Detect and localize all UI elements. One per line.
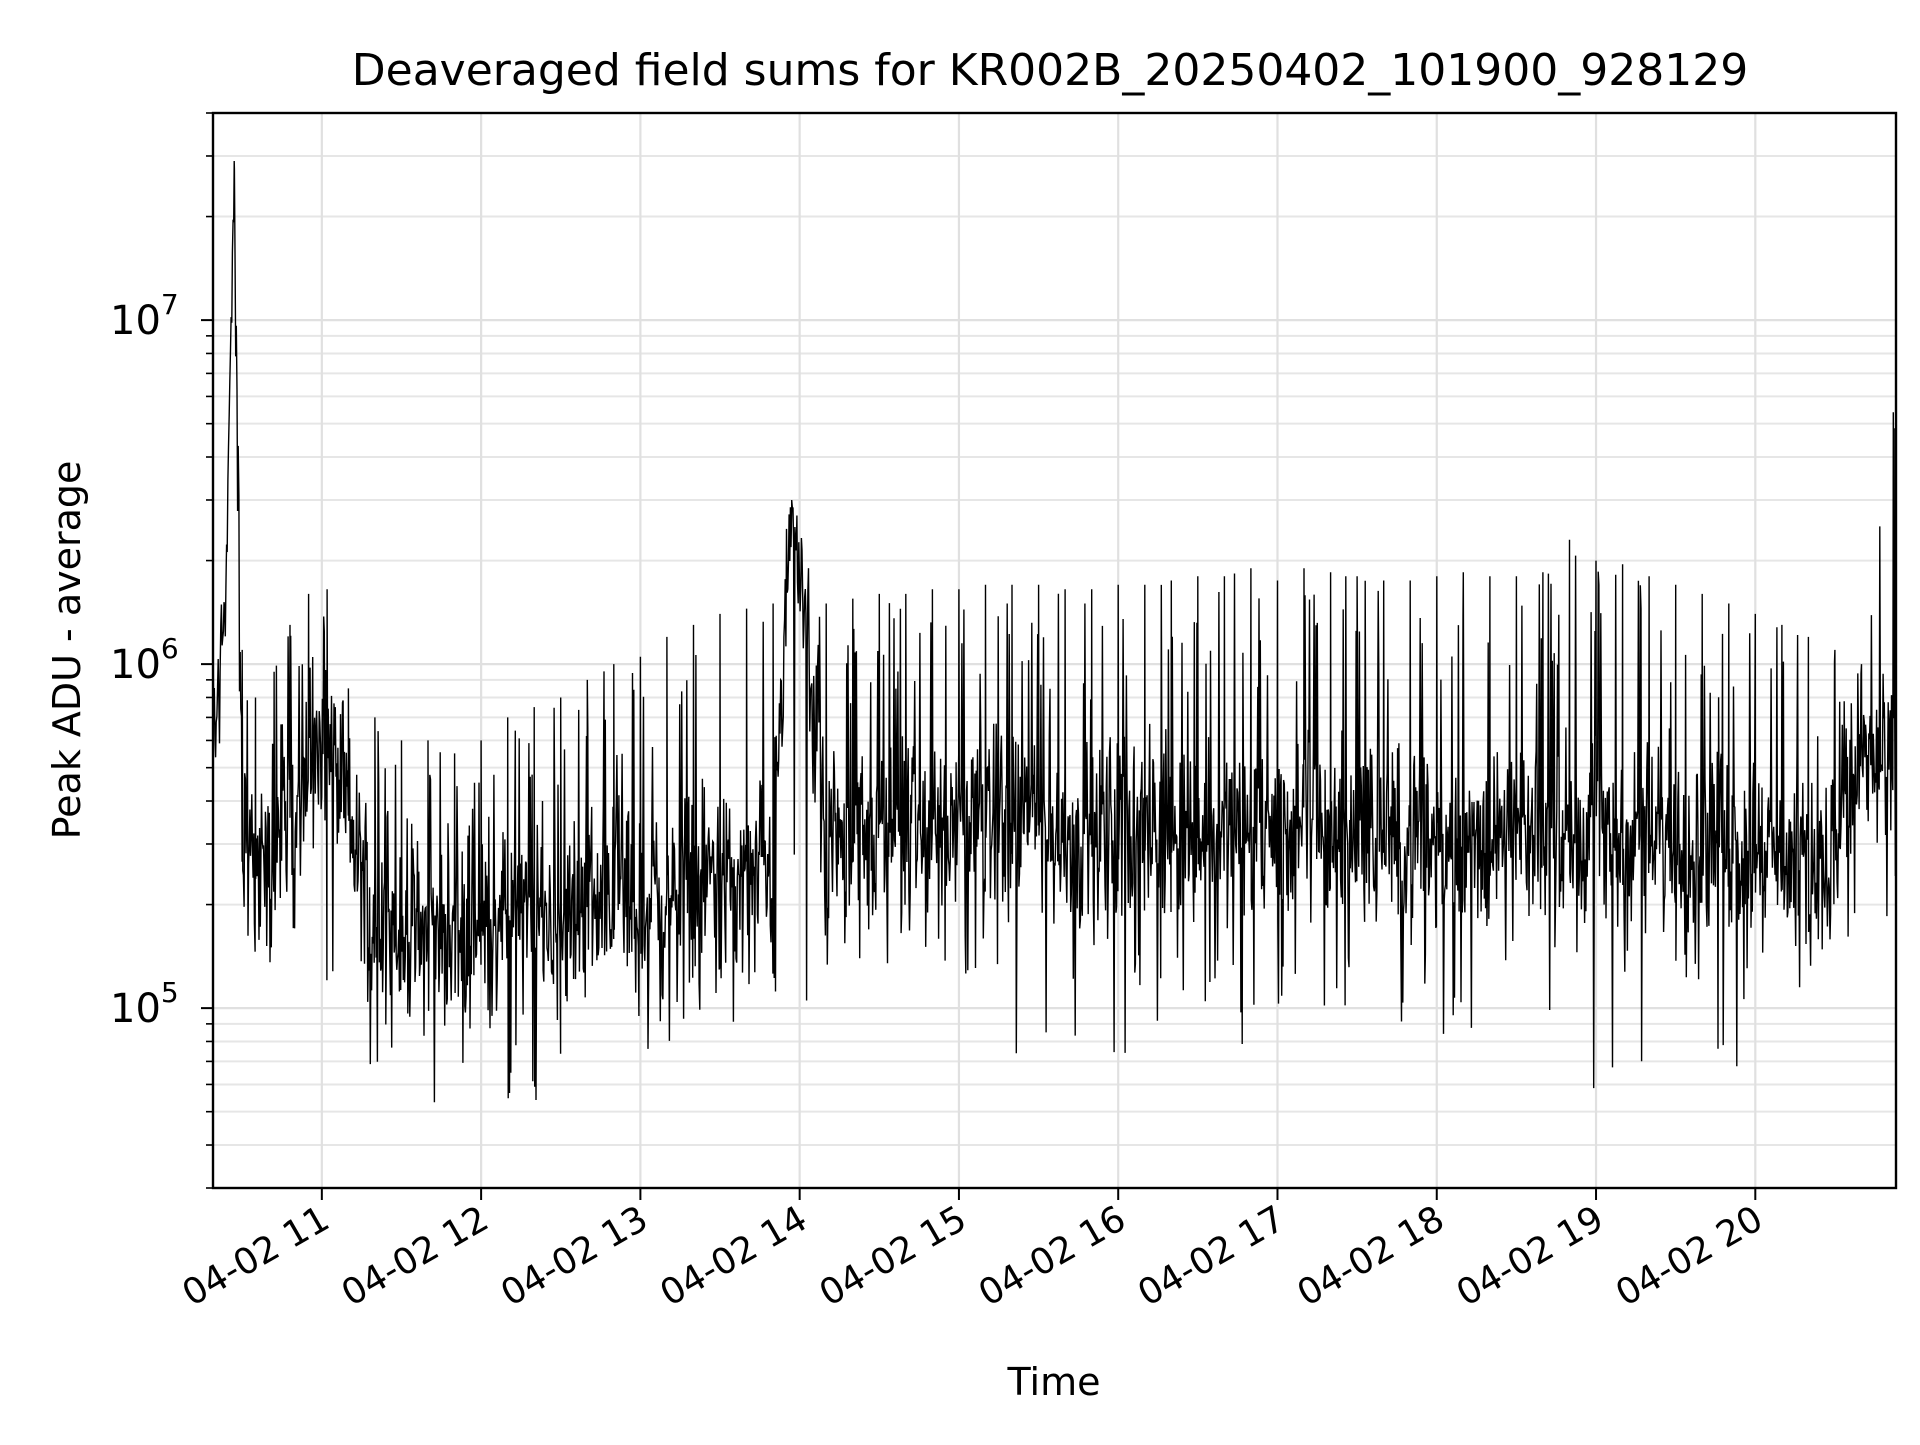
x-tick-label: 04-02 18 (1291, 1198, 1452, 1314)
x-tick-label: 04-02 15 (813, 1198, 974, 1314)
y-tick-label: 105 (110, 976, 179, 1032)
plot-frame (211, 111, 1898, 1190)
x-tick-label: 04-02 12 (335, 1198, 496, 1314)
y-axis-label: Peak ADU - average (45, 461, 89, 840)
x-tick-label: 04-02 20 (1609, 1198, 1770, 1314)
x-tick-label: 04-02 19 (1450, 1198, 1611, 1314)
grid (213, 112, 1896, 1189)
chart-title: Deaveraged field sums for KR002B_2025040… (352, 45, 1748, 96)
series-layer (212, 160, 1897, 1103)
y-tick-label: 107 (110, 288, 179, 344)
x-axis-label: Time (1007, 1360, 1101, 1404)
x-tick-label: 04-02 13 (494, 1198, 655, 1314)
x-tick-label: 04-02 17 (1131, 1198, 1292, 1314)
x-tick-label: 04-02 16 (972, 1198, 1133, 1314)
x-tick-label: 04-02 11 (176, 1198, 337, 1314)
series-line (212, 160, 1897, 1103)
y-axis: 105 106 107 (110, 112, 213, 1189)
x-tick-label: 04-02 14 (653, 1198, 814, 1314)
y-tick-label: 106 (110, 632, 179, 688)
